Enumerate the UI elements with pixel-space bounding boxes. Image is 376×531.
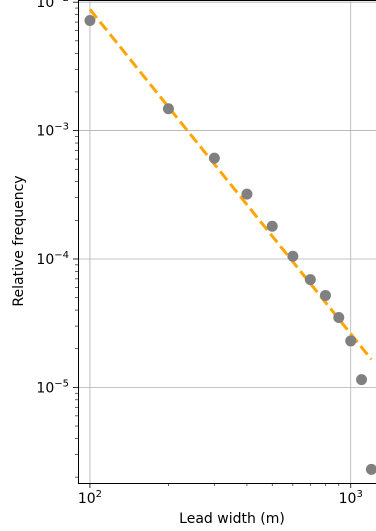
y-tick-label: 10−3 <box>36 122 69 140</box>
y-axis-label: Relative frequency <box>11 175 27 306</box>
data-points <box>84 15 376 475</box>
data-point <box>365 463 376 475</box>
data-point <box>208 152 220 164</box>
data-point <box>333 312 345 324</box>
tick-marks <box>73 1 352 488</box>
y-tick-label: 10−5 <box>36 378 69 396</box>
fit-line-layer <box>88 8 373 361</box>
data-point <box>266 220 278 232</box>
tick-labels: 102 103 10−2 10−3 10−4 10−5 <box>36 0 362 507</box>
data-point <box>304 274 316 286</box>
data-point <box>287 250 299 262</box>
data-point <box>345 335 357 347</box>
grid-lines <box>78 0 376 483</box>
x-tick-label: 102 <box>78 489 102 507</box>
y-tick-label: 10−2 <box>36 0 69 11</box>
x-axis-label: Lead width (m) <box>179 511 285 527</box>
data-point <box>241 188 253 200</box>
data-point <box>162 103 174 115</box>
power-law-fit-line <box>88 8 373 361</box>
y-tick-label: 10−4 <box>36 250 69 268</box>
plot-frame <box>78 0 376 484</box>
data-point <box>356 374 368 386</box>
data-point <box>84 15 96 27</box>
data-point <box>319 289 331 301</box>
x-tick-label: 103 <box>339 489 363 507</box>
